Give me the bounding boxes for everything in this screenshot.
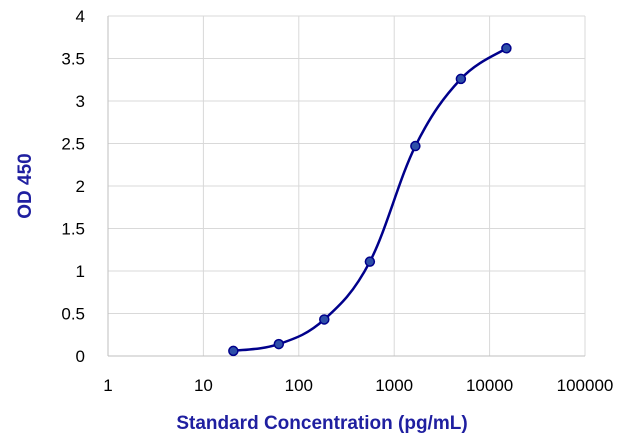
y-tick-label: 4 [76,7,85,26]
x-tick-label: 100000 [557,376,614,395]
x-axis-title: Standard Concentration (pg/mL) [176,413,467,434]
y-tick-label: 0.5 [61,305,85,324]
series-group [228,43,512,357]
x-tick-labels: 1 10 100 1000 10000 100000 [103,376,613,395]
data-point [410,140,421,152]
grid [108,15,586,356]
y-tick-label: 0 [76,347,85,366]
y-tick-label: 2 [76,177,85,196]
y-tick-labels: 0 0.5 1 1.5 2 2.5 3 3.5 4 [61,7,85,366]
x-tick-label: 10 [194,376,213,395]
data-point [501,43,512,54]
y-tick-label: 3.5 [61,50,85,69]
data-point [228,345,239,357]
y-tick-label: 3 [76,92,85,111]
y-axis-title: OD 450 [15,153,36,218]
y-tick-label: 2.5 [61,135,85,154]
x-tick-label: 1000 [375,376,413,395]
data-point [273,338,285,350]
axes [107,16,585,357]
x-tick-label: 100 [285,376,313,395]
data-point [364,256,376,267]
y-tick-label: 1.5 [61,220,85,239]
x-tick-label: 1 [103,376,112,395]
data-point [319,314,330,325]
x-tick-label: 10000 [466,376,513,395]
y-tick-label: 1 [76,262,85,281]
data-point [455,73,467,85]
